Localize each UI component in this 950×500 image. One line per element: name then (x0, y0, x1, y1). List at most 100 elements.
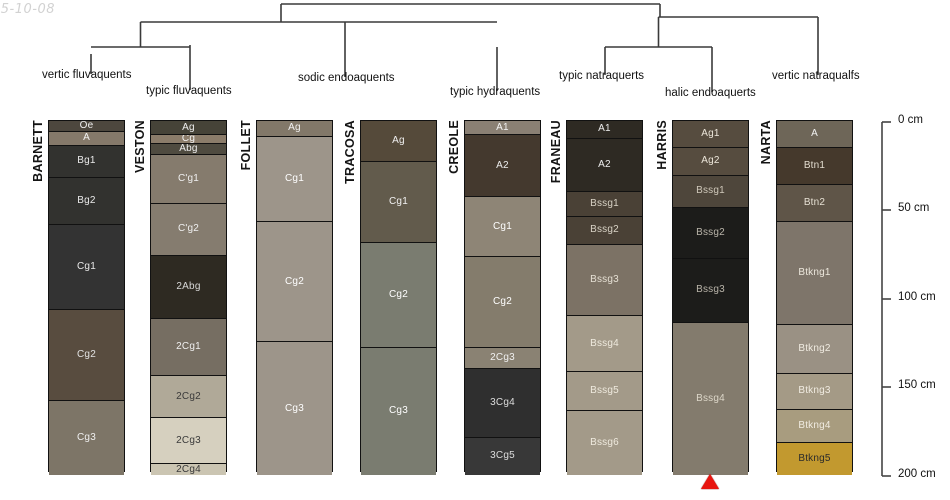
profile-name-label: CREOLE (447, 120, 461, 174)
soil-horizon: Btkng3 (777, 374, 852, 410)
soil-horizon: Cg3 (257, 342, 332, 475)
horizon-label: A1 (598, 123, 611, 135)
horizon-label: Bg1 (77, 155, 96, 167)
profile-name-label: TRACOSA (343, 120, 357, 184)
horizon-label: Btkng5 (798, 453, 831, 465)
horizon-label: 2Cg3 (490, 351, 515, 363)
soil-horizon: Bssg6 (567, 411, 642, 475)
soil-horizon: Ag (151, 121, 226, 136)
soil-horizon: Bssg1 (673, 175, 748, 208)
soil-horizon: A2 (567, 138, 642, 192)
profile-name-label: BARNETT (31, 120, 45, 182)
classification-dendrogram: vertic fluvaquents typic fluvaquents sodic… (42, 3, 860, 99)
soil-horizon: Bg2 (49, 177, 124, 226)
soil-horizon: Bssg1 (567, 191, 642, 217)
horizon-label: 2Cg2 (176, 390, 201, 402)
soil-horizon: Cg2 (465, 257, 540, 348)
dendrogram-leaf-label-4: typic natraquerts (559, 70, 644, 82)
soil-horizon: Btkng1 (777, 221, 852, 325)
profile-name-label: FOLLET (239, 120, 253, 171)
profile-column: Ag Cg Abg C'g1 C'g2 2Abg 2Cg1 2Cg2 2Cg3 2Cg4 (150, 120, 227, 475)
horizon-label: C'g1 (177, 172, 200, 184)
soil-horizon: Bssg3 (567, 244, 642, 316)
profile-column: Ag Cg1 Cg2 Cg3 (360, 120, 437, 475)
soil-horizon: A1 (465, 121, 540, 136)
horizon-label: Cg1 (77, 261, 96, 273)
horizon-label: Cg3 (285, 402, 304, 414)
horizon-label: Cg2 (493, 295, 512, 307)
soil-horizon: 3Cg4 (465, 368, 540, 438)
dendrogram-leaf-label-3: typic hydraquents (450, 86, 540, 98)
dendrogram-leaf-label-5: halic endoaquerts (665, 87, 756, 99)
soil-horizon: Abg (151, 144, 226, 155)
horizon-label: 2Abg (176, 280, 201, 292)
profile-column: Ag Cg1 Cg2 Cg3 (256, 120, 333, 475)
horizon-label: Cg (181, 135, 196, 144)
soil-profile-veston: VESTON Ag Cg Abg C'g1 C'g2 2Abg 2Cg1 2Cg2 2Cg3 2Cg… (133, 120, 227, 475)
soil-horizon: Cg (151, 135, 226, 144)
soil-horizon: Cg1 (361, 161, 436, 244)
horizon-label: C'g2 (177, 223, 200, 235)
soil-horizon: Ag (361, 121, 436, 162)
profile-column: Oe A Bg1 Bg2 Cg1 Cg2 Cg3 (48, 120, 125, 475)
soil-horizon: Cg2 (257, 221, 332, 343)
horizon-label: A1 (496, 121, 509, 133)
horizon-label: Btkng3 (798, 385, 831, 397)
soil-profile-harris: HARRIS Ag1 Ag2 Bssg1 Bssg2 Bssg3 Bssg4 (655, 120, 749, 475)
horizon-label: A2 (598, 158, 611, 170)
depth-tick-label-200: 200 cm (898, 468, 936, 480)
horizon-label: 3Cg4 (490, 396, 515, 408)
depth-tick-label-0: 0 cm (898, 114, 923, 126)
horizon-label: Bssg3 (590, 273, 619, 285)
horizon-label: Bssg5 (590, 385, 619, 397)
depth-tick-label-150: 150 cm (898, 379, 936, 391)
horizon-label: Cg1 (285, 172, 304, 184)
soil-profile-narta: NARTA A Btn1 Btn2 Btkng1 Btkng2 Btkng3 Btkng4 Bt… (759, 120, 853, 475)
soil-horizon: Bssg4 (567, 315, 642, 373)
horizon-label: Cg1 (493, 220, 512, 232)
horizon-label: Ag (392, 134, 405, 146)
profile-marker-triangle-icon (701, 474, 719, 489)
horizon-label: Ag (288, 122, 301, 134)
horizon-label: Ag (182, 121, 195, 133)
horizon-label: A (83, 132, 90, 144)
soil-horizon: 2Cg4 (151, 464, 226, 475)
soil-horizon: Cg3 (49, 400, 124, 475)
profile-column: A1 A2 Bssg1 Bssg2 Bssg3 Bssg4 Bssg5 Bssg6 (566, 120, 643, 475)
soil-horizon: Bssg3 (673, 259, 748, 323)
horizon-label: 3Cg5 (490, 450, 515, 462)
soil-profile-tracosa: TRACOSA Ag Cg1 Cg2 Cg3 (343, 120, 437, 475)
dendrogram-leaf-label-6: vertic natraqualfs (772, 70, 860, 82)
soil-horizon: Btkng4 (777, 409, 852, 444)
depth-tick-label-100: 100 cm (898, 291, 936, 303)
horizon-label: Bg2 (77, 195, 96, 207)
soil-horizon: 2Cg1 (151, 319, 226, 376)
soil-horizon: Bssg2 (673, 207, 748, 260)
horizon-label: 2Cg3 (176, 434, 201, 446)
profile-name-label: HARRIS (655, 120, 669, 170)
horizon-label: 2Cg4 (176, 464, 201, 475)
soil-horizon: Bg1 (49, 145, 124, 178)
horizon-label: A (811, 127, 818, 139)
watermark-text: 25-10-08 (0, 2, 56, 17)
soil-horizon: Bssg2 (567, 216, 642, 245)
horizon-label: Bssg3 (696, 284, 725, 296)
horizon-label: Bssg2 (590, 224, 619, 236)
dendrogram-leaf-label-1: typic fluvaquents (146, 85, 232, 97)
horizon-label: Btkng2 (798, 342, 831, 354)
soil-profile-barnett: BARNETT Oe A Bg1 Bg2 Cg1 Cg2 Cg3 (31, 120, 125, 475)
profile-name-label: NARTA (759, 120, 773, 165)
soil-horizon: C'g1 (151, 154, 226, 205)
soil-profile-franeau: FRANEAU A1 A2 Bssg1 Bssg2 Bssg3 Bssg4 Bssg5 Bssg… (549, 120, 643, 475)
horizon-label: Cg2 (285, 275, 304, 287)
profile-column: A1 A2 Cg1 Cg2 2Cg3 3Cg4 3Cg5 (464, 120, 541, 475)
soil-horizon: Btkng2 (777, 324, 852, 375)
horizon-label: Oe (79, 121, 94, 131)
soil-horizon: Cg1 (465, 197, 540, 258)
horizon-label: Abg (179, 144, 198, 154)
soil-horizon: Cg3 (361, 347, 436, 475)
soil-horizon: Btn2 (777, 184, 852, 222)
soil-horizon: 2Cg3 (465, 347, 540, 369)
soil-horizon: 2Cg2 (151, 375, 226, 419)
horizon-label: Cg1 (389, 195, 408, 207)
